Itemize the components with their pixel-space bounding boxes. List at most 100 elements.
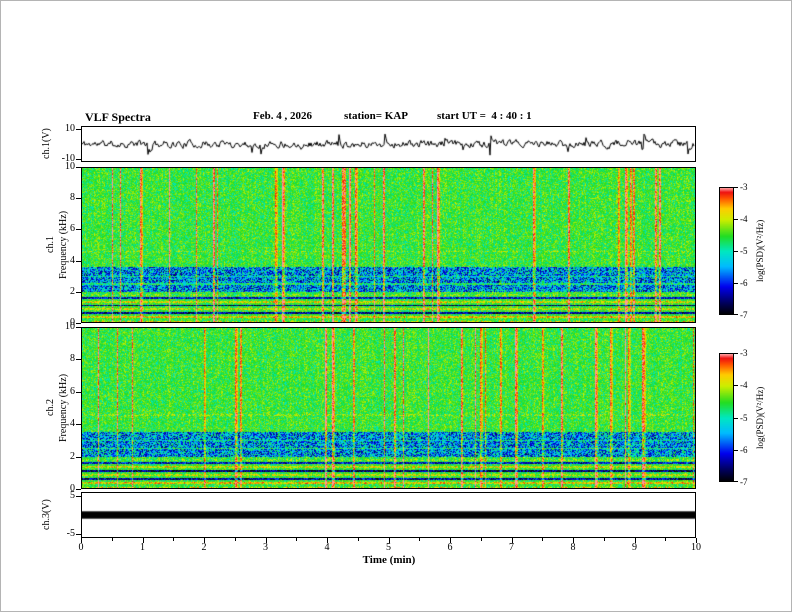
ch1-spec-channel-label: ch.1 <box>45 236 56 254</box>
x-minor-tick-mark <box>357 538 359 541</box>
x-axis-label: Time (min) <box>362 554 416 566</box>
y-tick-mark <box>76 391 81 393</box>
y-tick-label: 10 <box>65 321 75 332</box>
colorbar-tick-label: -3 <box>740 348 748 358</box>
x-tick-label: 5 <box>386 542 391 553</box>
colorbar-tick-mark <box>734 187 738 188</box>
ch3-waveform-panel <box>81 492 696 538</box>
y-tick-label: 0 <box>70 483 75 494</box>
y-tick-label: 8 <box>70 192 75 204</box>
y-tick-label: 6 <box>70 385 75 397</box>
ch1-spectrogram-plot <box>82 168 695 322</box>
colorbar-tick-label: -7 <box>740 477 748 487</box>
y-tick-label: 2 <box>70 285 75 297</box>
colorbar-tick-label: -5 <box>740 246 748 256</box>
ch2-spec-axis-label: Frequency (kHz) <box>58 373 69 443</box>
colorbar-ch2-label: log(PSD)(V²/Hz) <box>755 386 765 449</box>
y-tick-mark <box>76 489 81 490</box>
x-tick-mark <box>265 538 267 543</box>
colorbar-ch2 <box>719 353 734 482</box>
y-tick-mark <box>76 359 81 361</box>
x-tick-label: 3 <box>263 542 268 553</box>
ch1-waveform-panel <box>81 126 696 162</box>
x-minor-tick-mark <box>111 538 113 541</box>
figure-date: Feb. 4 , 2026 <box>253 110 312 122</box>
x-tick-label: 6 <box>447 542 453 553</box>
colorbar-tick-mark <box>734 449 738 451</box>
colorbar-tick-label: -5 <box>740 412 748 423</box>
x-tick-label: 7 <box>509 542 514 553</box>
colorbar-tick-label: -3 <box>740 182 748 192</box>
y-tick-mark <box>76 291 81 293</box>
y-tick-label: 10 <box>65 123 75 134</box>
x-minor-tick-mark <box>234 538 236 541</box>
y-tick-label: 4 <box>70 418 75 430</box>
colorbar-tick-mark <box>734 314 738 315</box>
x-tick-label: 8 <box>570 542 576 553</box>
colorbar-ch1-gradient <box>720 188 733 314</box>
ch2-spec-channel-label: ch.2 <box>45 399 56 417</box>
colorbar-tick-label: -7 <box>740 310 748 320</box>
y-tick-label: 2 <box>70 450 75 462</box>
y-tick-mark <box>76 229 81 231</box>
x-tick-mark <box>573 538 574 543</box>
colorbar-tick-label: -4 <box>740 214 748 224</box>
y-tick-mark <box>76 159 81 160</box>
y-tick-mark <box>76 260 81 262</box>
y-tick-label: 8 <box>70 353 75 365</box>
ch2-spectrogram-plot <box>82 328 695 488</box>
y-tick-label: 10 <box>65 161 75 172</box>
y-tick-label: 6 <box>70 223 75 235</box>
y-tick-mark <box>76 534 81 536</box>
x-minor-tick-mark <box>173 538 175 541</box>
y-tick-mark <box>76 323 81 324</box>
y-tick-label: 4 <box>70 254 75 266</box>
x-minor-tick-mark <box>480 538 482 541</box>
x-tick-label: 1 <box>140 542 145 553</box>
x-tick-label: 2 <box>201 542 207 553</box>
ch1-waveform-plot <box>82 127 695 161</box>
x-minor-tick-mark <box>296 538 298 541</box>
x-minor-tick-mark <box>665 538 667 541</box>
x-tick-label: 9 <box>632 542 637 553</box>
start-ut-label: start UT = 4 : 40 : 1 <box>437 110 532 122</box>
y-tick-mark <box>76 198 81 200</box>
colorbar-tick-mark <box>734 353 738 354</box>
x-tick-mark <box>634 538 636 543</box>
colorbar-tick-label: -4 <box>740 380 748 391</box>
colorbar-tick-label: -6 <box>740 444 748 455</box>
x-minor-tick-mark <box>419 538 421 541</box>
figure-title: VLF Spectra <box>85 110 151 124</box>
colorbar-ch1 <box>719 187 734 315</box>
x-tick-mark <box>142 538 144 543</box>
x-tick-mark <box>388 538 390 543</box>
colorbar-ch1-label: log(PSD)(V²/Hz) <box>755 219 765 283</box>
ch3-waveform-plot <box>82 493 695 537</box>
colorbar-tick-label: -6 <box>740 278 748 288</box>
colorbar-tick-mark <box>734 481 738 482</box>
colorbar-tick-mark <box>734 283 738 284</box>
y-tick-label: -10 <box>61 153 75 164</box>
x-tick-mark <box>81 538 82 543</box>
x-minor-tick-mark <box>603 538 605 541</box>
y-tick-mark <box>76 167 81 168</box>
ch1-spectrogram-panel <box>81 167 696 323</box>
x-tick-mark <box>204 538 205 543</box>
y-tick-label: 5 <box>70 489 75 501</box>
x-tick-label: 4 <box>324 542 330 553</box>
colorbar-tick-mark <box>734 417 738 419</box>
y-tick-mark <box>76 424 81 426</box>
station-label: station= KAP <box>344 110 409 122</box>
x-tick-label: 0 <box>78 542 84 553</box>
y-tick-mark <box>76 327 81 328</box>
colorbar-tick-mark <box>734 219 738 220</box>
y-tick-mark <box>76 456 81 458</box>
y-tick-mark <box>76 495 81 497</box>
x-minor-tick-mark <box>542 538 544 541</box>
ch2-spectrogram-panel <box>81 327 696 489</box>
x-tick-mark <box>511 538 513 543</box>
y-tick-label: -5 <box>66 528 75 540</box>
x-tick-mark <box>450 538 451 543</box>
x-tick-mark <box>327 538 328 543</box>
